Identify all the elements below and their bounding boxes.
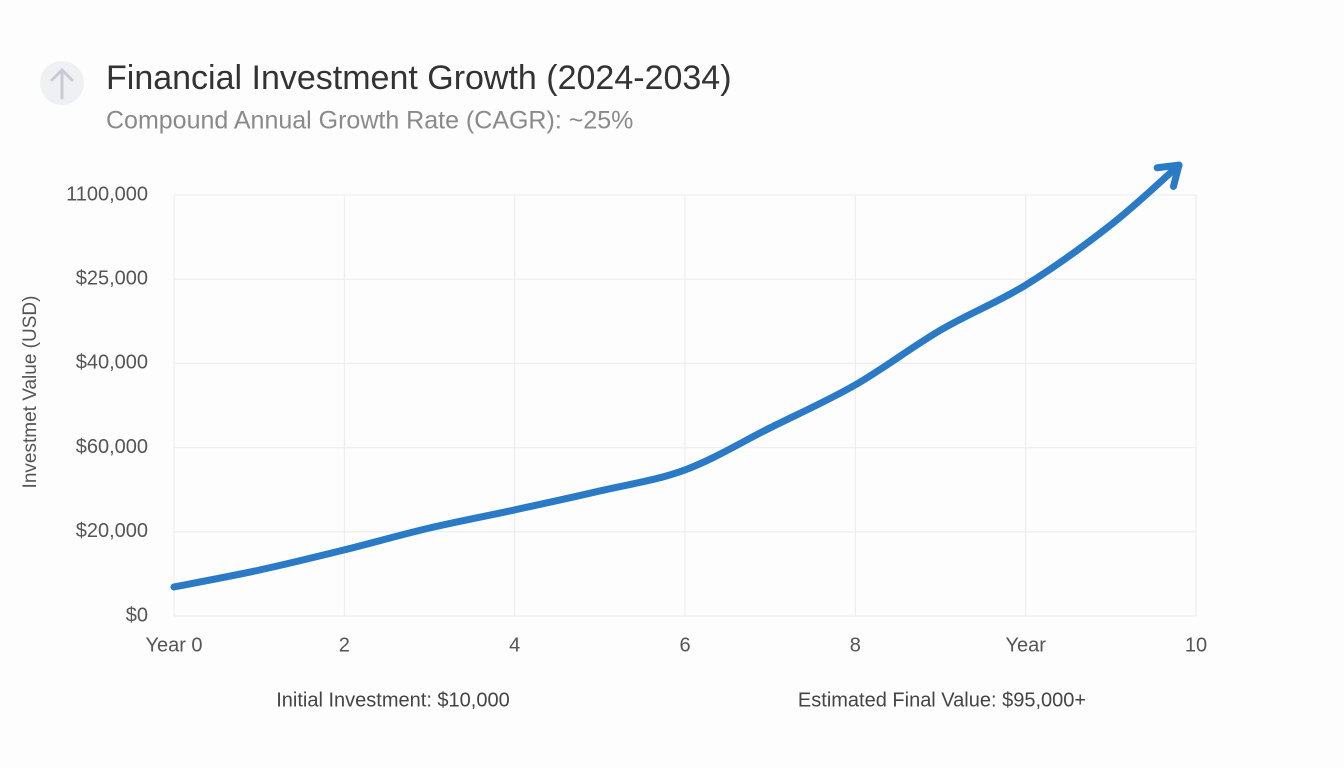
- y-tick-label: $20,000: [76, 520, 148, 542]
- annotation: Estimated Final Value: $95,000+: [798, 689, 1086, 711]
- x-tick-label: Year 0: [145, 634, 202, 656]
- x-tick-label: Year: [1005, 634, 1046, 656]
- y-tick-label: $25,000: [76, 267, 148, 289]
- x-tick-label: 4: [509, 634, 520, 656]
- y-tick-label: $40,000: [76, 352, 148, 374]
- x-tick-label: 8: [850, 634, 861, 656]
- y-axis-label: Investmet Value (USD): [20, 296, 41, 489]
- x-tick-label: 2: [339, 634, 350, 656]
- chart-subtitle: Compound Annual Growth Rate (CAGR): ~25%: [106, 107, 633, 135]
- arrow-head: [1153, 161, 1183, 190]
- y-tick-label: $60,000: [76, 436, 148, 458]
- line: [170, 161, 1183, 591]
- chart-title: Financial Investment Growth (2024-2034): [106, 59, 732, 97]
- y-tick-label: 1100,000: [66, 183, 148, 205]
- annotation: Initial Investment: $10,000: [276, 689, 509, 711]
- y-tick-label: $0: [126, 604, 148, 626]
- x-tick-label: 10: [1185, 634, 1207, 656]
- icon-arrow: [50, 67, 74, 100]
- x-tick-label: 6: [679, 634, 690, 656]
